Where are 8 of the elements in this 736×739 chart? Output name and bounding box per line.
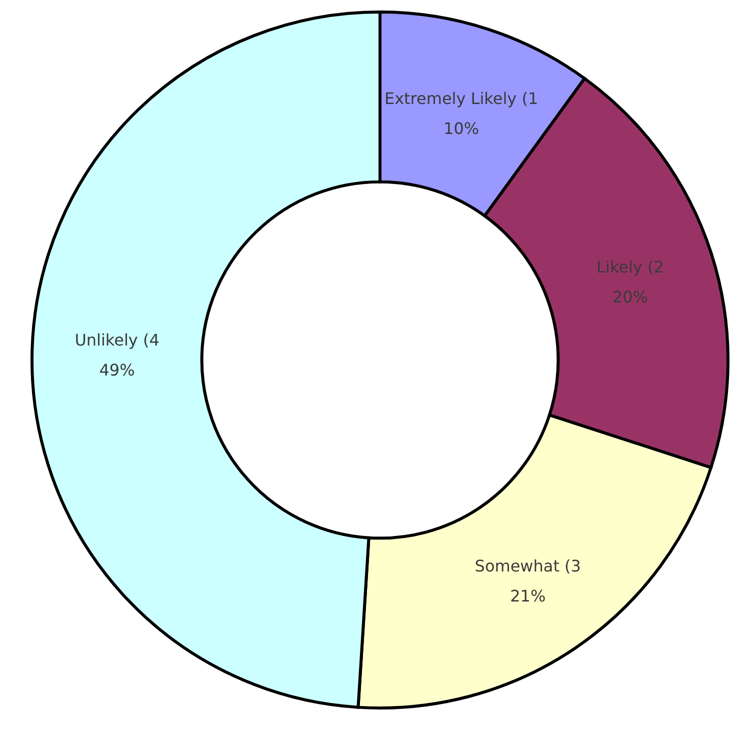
slice-label: Extremely Likely (1 (384, 88, 538, 108)
data-label: 21% (510, 586, 546, 606)
slice-label: Somewhat (3 (474, 556, 581, 576)
slice-label: Likely (2 (596, 258, 664, 277)
data-label: 49% (99, 360, 135, 380)
slice-label: Unlikely (4 (74, 330, 160, 350)
data-label: 20% (612, 288, 648, 307)
data-label: 10% (444, 118, 480, 138)
